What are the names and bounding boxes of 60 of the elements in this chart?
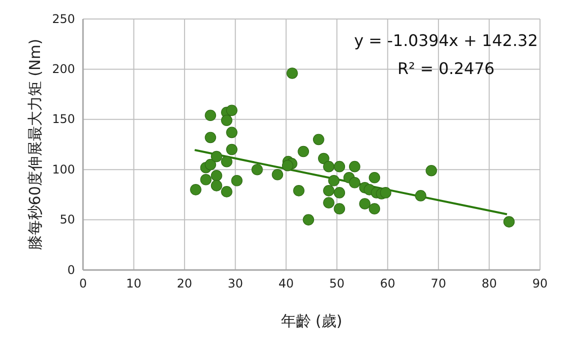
point (226, 104, 238, 116)
x-axis-title: 年齡 (歲) (280, 312, 342, 330)
point (323, 185, 334, 196)
point (221, 114, 232, 126)
point (323, 197, 334, 208)
point (226, 126, 238, 138)
point (200, 174, 212, 186)
x-tick-label: 10 (126, 276, 142, 291)
x-tick-label: 40 (278, 276, 294, 291)
x-tick-label: 0 (79, 276, 87, 291)
point (286, 68, 298, 79)
point (312, 134, 324, 146)
y-tick-label: 0 (67, 262, 75, 277)
point (204, 110, 216, 122)
point (226, 144, 238, 156)
x-tick-label: 50 (329, 276, 345, 291)
y-tick-label: 250 (52, 12, 75, 26)
point (221, 186, 232, 198)
point (221, 156, 232, 168)
y-tick-label: 50 (60, 212, 75, 227)
point (302, 214, 314, 226)
annotation: R² = 0.2476 (397, 59, 495, 78)
x-tick-label: 30 (228, 276, 243, 291)
y-tick-label: 200 (52, 62, 75, 76)
point (380, 187, 392, 198)
x-tick-label: 80 (482, 276, 497, 291)
point (334, 203, 346, 214)
point (426, 164, 437, 176)
point (293, 185, 304, 196)
point (334, 160, 346, 172)
x-tick-label: 60 (380, 276, 396, 291)
point (282, 160, 294, 172)
x-tick-label: 90 (532, 276, 548, 291)
point (298, 146, 310, 158)
point (368, 172, 380, 184)
point (204, 158, 216, 170)
point (231, 175, 243, 186)
y-axis-title: 膝每秒60度伸展最大力矩 (Nm) (26, 38, 44, 250)
y-tick-label: 100 (52, 162, 75, 176)
y-tick-label: 150 (52, 112, 75, 126)
point (503, 216, 515, 228)
point (415, 190, 426, 202)
annotation: y = -1.0394x + 142.32 (354, 31, 538, 50)
point (210, 170, 222, 182)
point (328, 175, 340, 186)
point (349, 177, 360, 188)
x-tick-label: 70 (430, 276, 446, 291)
point (252, 164, 263, 176)
point (349, 160, 360, 172)
point (210, 150, 222, 162)
point (210, 180, 222, 192)
point (190, 184, 202, 196)
point (204, 132, 216, 144)
point (272, 168, 284, 180)
x-tick-label: 20 (176, 276, 192, 291)
point (359, 198, 370, 210)
point (323, 160, 334, 172)
point (368, 203, 380, 214)
point (318, 152, 330, 164)
point (334, 187, 346, 198)
